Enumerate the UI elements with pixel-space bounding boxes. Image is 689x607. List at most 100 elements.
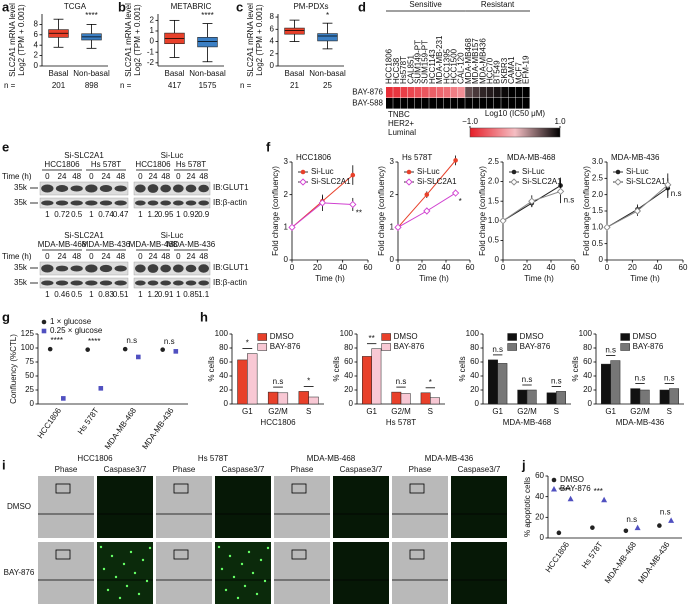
quant-value: 0.5: [71, 210, 83, 219]
quant-value: 1.1: [198, 290, 210, 299]
micro-image: [333, 476, 389, 538]
apoptotic-spot: [220, 567, 224, 571]
time-label: 0: [89, 252, 94, 261]
band: [99, 200, 113, 206]
box: [197, 37, 218, 48]
apoptotic-spot: [251, 571, 255, 575]
micro-image: [392, 476, 448, 538]
x-tick-label: G2/M: [391, 407, 411, 416]
x-tick-label: S: [306, 407, 311, 416]
band: [147, 184, 159, 193]
column-label: MDA-MB436: [478, 38, 487, 84]
mw-label: 35k: [14, 198, 28, 207]
band: [41, 264, 54, 273]
y-tick-label: 6: [270, 24, 275, 33]
micro-image: [97, 542, 153, 604]
band: [85, 280, 98, 286]
panel-label: g: [2, 309, 10, 324]
heat-cell: [508, 98, 516, 109]
annotation: *: [246, 339, 249, 348]
heat-cell: [422, 87, 429, 98]
band: [114, 185, 127, 192]
apoptotic-spot: [122, 562, 126, 566]
marker: [423, 207, 431, 215]
band: [147, 200, 159, 206]
annotation: ****: [51, 336, 63, 345]
quant-value: 0.9: [198, 210, 210, 219]
bar: [526, 389, 537, 405]
marker: [451, 189, 460, 197]
y-tick-label: 80: [583, 343, 592, 352]
heat-cell: [393, 87, 400, 98]
annotation: n.s: [492, 345, 503, 354]
heat-cell: [458, 87, 465, 98]
x-tick-label: 0: [605, 263, 610, 272]
legend-label: Si-Luc: [311, 167, 334, 176]
y-tick-label: 100: [215, 329, 229, 338]
marker: [122, 346, 128, 352]
apoptotic-spot: [228, 554, 232, 558]
annotation: n.s: [635, 374, 646, 383]
apoptotic-spot: [240, 562, 244, 566]
bar: [237, 359, 248, 405]
zoom-box: [55, 483, 71, 494]
panel-label: b: [118, 0, 126, 14]
marker: [299, 178, 307, 186]
band: [70, 280, 83, 286]
legend-label: 1 × glucose: [50, 317, 92, 326]
heat-cell: [501, 98, 508, 109]
box: [284, 27, 305, 35]
legend-label: DMSO: [394, 332, 418, 341]
n-value: 201: [52, 81, 66, 90]
mw-label: 35k: [14, 278, 28, 287]
y-axis-label: % cells: [458, 356, 467, 381]
zoom-box: [409, 483, 425, 494]
column-label: CAL851: [406, 55, 415, 84]
x-tick-label: HCC1806: [36, 406, 64, 440]
y-axis-label: Fold change (confluency): [478, 166, 487, 256]
heat-cell: [486, 98, 494, 109]
marker: [405, 178, 413, 186]
time-label: 48: [161, 172, 170, 181]
annotation: n.s: [671, 189, 682, 198]
quant-value: 0.47: [113, 210, 129, 219]
heat-cell: [407, 87, 415, 98]
x-tick-label: S: [428, 407, 433, 416]
y-tick-label: 80: [344, 343, 353, 352]
y-tick-label: 1.5: [488, 196, 500, 205]
y-axis-label: Fold change (confluency): [582, 166, 591, 256]
time-label: 24: [102, 172, 111, 181]
legend-label: HER2+: [388, 119, 414, 128]
quant-value: 0.91: [158, 290, 174, 299]
y-tick-label: 100: [466, 329, 480, 338]
annotation: n.s: [551, 377, 562, 386]
heat-cell: [479, 87, 487, 98]
y-tick-label: 2.0: [488, 177, 500, 186]
legend-label: DMSO: [633, 332, 657, 341]
blot-actin: [133, 277, 211, 289]
y-tick-label: 3.0: [592, 157, 604, 166]
y-tick-label: 1: [284, 222, 289, 231]
bar: [298, 391, 309, 405]
x-axis-label: MDA-MB-436: [616, 418, 665, 427]
y-tick-label: 40: [583, 371, 592, 380]
x-tick-label: MDA-MB-436: [636, 540, 671, 585]
y-tick-label: 0: [588, 399, 593, 408]
heat-cell: [515, 87, 523, 98]
bar: [601, 363, 611, 405]
bar: [362, 356, 372, 405]
panel-label: c: [236, 0, 243, 14]
marker: [510, 178, 518, 186]
legend-label: BAY-876: [560, 484, 591, 493]
apoptotic-spot: [243, 584, 247, 588]
y-axis-label: SLC2A1 mRNA level: [8, 3, 17, 77]
y-tick-label: 50: [25, 371, 34, 380]
legend-swatch: [507, 333, 517, 341]
column-label: CAL-120: [457, 52, 466, 84]
y-tick-label: 0.5: [488, 236, 500, 245]
heat-cell: [479, 98, 487, 109]
time-label: 0: [176, 252, 181, 261]
apoptotic-spot: [263, 579, 267, 583]
x-tick-label: 60: [364, 263, 373, 272]
time-label: 48: [161, 252, 170, 261]
